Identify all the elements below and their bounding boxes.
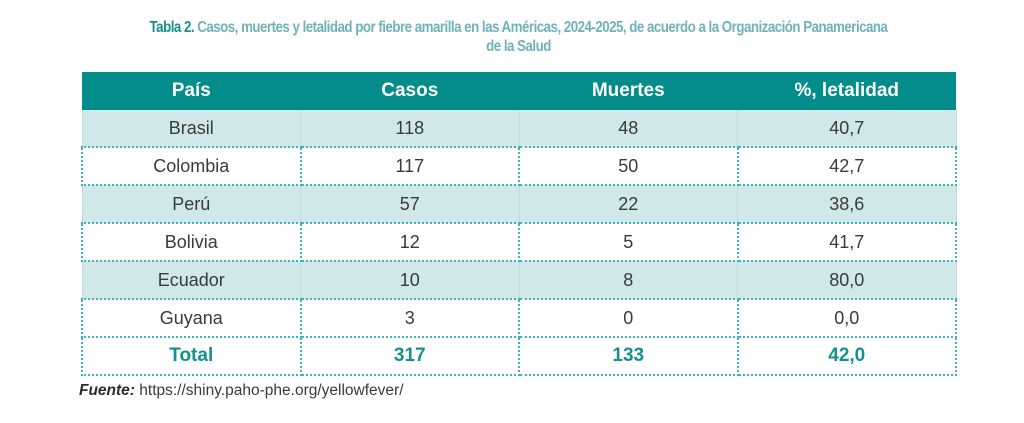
cell-pais: Ecuador bbox=[81, 260, 301, 300]
cell-muertes: 0 bbox=[518, 298, 739, 338]
cell-muertes: 50 bbox=[518, 146, 739, 186]
cell-casos: 3 bbox=[299, 298, 520, 338]
cell-casos: 117 bbox=[299, 146, 520, 186]
source-label: Fuente: bbox=[79, 382, 135, 399]
cell-pais: Brasil bbox=[81, 110, 301, 148]
source-note: Fuente: https://shiny.paho-phe.org/yello… bbox=[79, 382, 404, 400]
header-letalidad: %, letalidad bbox=[737, 72, 956, 110]
cell-pais: Guyana bbox=[81, 298, 302, 338]
cell-pais: Colombia bbox=[81, 146, 302, 186]
cell-pais: Perú bbox=[81, 184, 301, 224]
table-row: Perú 57 22 38,6 bbox=[81, 184, 957, 224]
cell-letalidad: 40,7 bbox=[737, 110, 957, 148]
cell-muertes: 8 bbox=[518, 260, 738, 300]
total-muertes: 133 bbox=[518, 336, 739, 376]
total-casos: 317 bbox=[299, 336, 520, 376]
header-casos: Casos bbox=[300, 72, 519, 110]
cell-casos: 118 bbox=[300, 110, 520, 148]
cell-muertes: 5 bbox=[518, 222, 739, 262]
cell-casos: 57 bbox=[300, 184, 520, 224]
header-pais: País bbox=[82, 72, 301, 110]
cell-letalidad: 42,7 bbox=[736, 146, 957, 186]
table-row: Colombia 117 50 42,7 bbox=[81, 146, 957, 186]
table-title-text: Casos, muertes y letalidad por fiebre am… bbox=[194, 19, 888, 55]
table-row: Guyana 3 0 0,0 bbox=[81, 298, 957, 338]
table-row: Ecuador 10 8 80,0 bbox=[81, 260, 957, 300]
total-label: Total bbox=[81, 336, 302, 376]
cell-letalidad: 80,0 bbox=[737, 260, 957, 300]
total-letalidad: 42,0 bbox=[736, 336, 957, 376]
source-url: https://shiny.paho-phe.org/yellowfever/ bbox=[134, 382, 404, 399]
cell-letalidad: 0,0 bbox=[736, 298, 957, 338]
yellow-fever-table: País Casos Muertes %, letalidad Brasil 1… bbox=[81, 72, 957, 376]
cell-pais: Bolivia bbox=[81, 222, 302, 262]
table-row: Bolivia 12 5 41,7 bbox=[81, 222, 957, 262]
table-number: Tabla 2. bbox=[149, 19, 195, 36]
cell-casos: 12 bbox=[299, 222, 520, 262]
cell-muertes: 22 bbox=[518, 184, 738, 224]
header-row: País Casos Muertes %, letalidad bbox=[82, 72, 956, 110]
table-row: Brasil 118 48 40,7 bbox=[81, 110, 957, 148]
cell-casos: 10 bbox=[300, 260, 520, 300]
table-caption: Tabla 2. Casos, muertes y letalidad por … bbox=[141, 18, 895, 56]
cell-letalidad: 41,7 bbox=[736, 222, 957, 262]
cell-letalidad: 38,6 bbox=[737, 184, 957, 224]
total-row: Total 317 133 42,0 bbox=[81, 336, 957, 376]
cell-muertes: 48 bbox=[518, 110, 738, 148]
header-muertes: Muertes bbox=[519, 72, 738, 110]
